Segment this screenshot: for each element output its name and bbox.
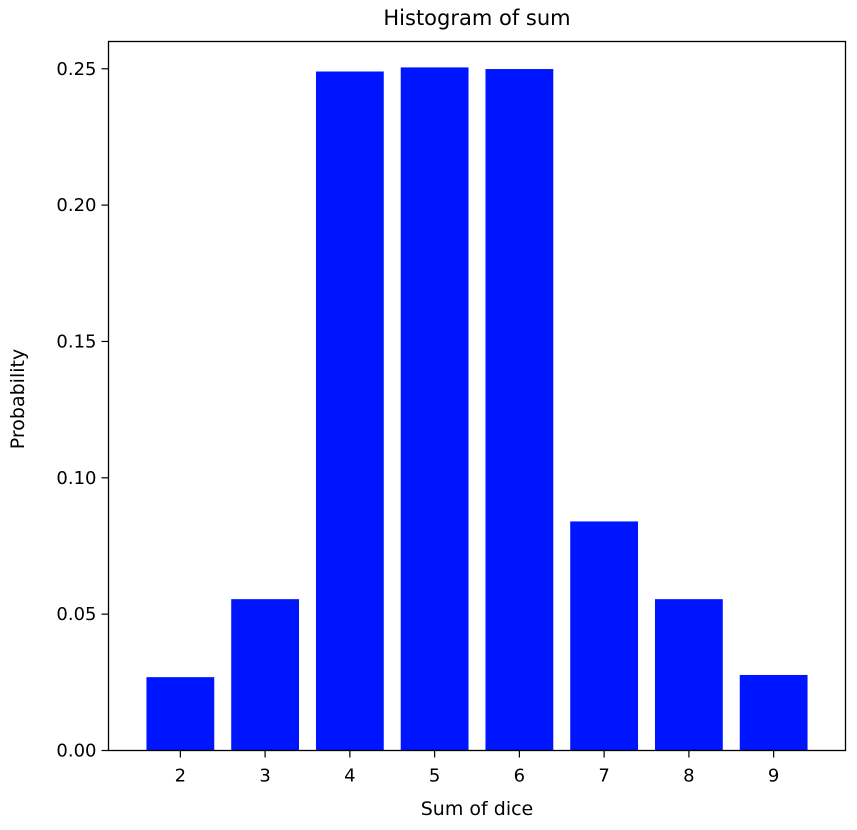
y-tick-label-0.05: 0.05 [56,604,96,625]
bar-8 [654,599,723,751]
x-tick-label-3: 3 [259,766,270,787]
x-tick-label-2: 2 [175,766,186,787]
y-tick-label-0.25: 0.25 [56,59,96,80]
y-tick-label-0.00: 0.00 [56,741,96,762]
bar-4 [315,71,384,751]
x-axis-ticks: 2 3 4 5 6 7 8 9 [175,750,779,787]
x-tick-label-9: 9 [768,766,779,787]
x-tick-label-6: 6 [514,766,525,787]
y-tick-label-0.15: 0.15 [56,331,96,352]
x-tick-label-4: 4 [344,766,355,787]
x-axis-label: Sum of dice [421,798,533,820]
y-tick-label-0.10: 0.10 [56,468,96,489]
bars-layer [146,67,808,751]
bar-9 [739,674,808,751]
y-tick-label-0.20: 0.20 [56,195,96,216]
x-tick-label-5: 5 [429,766,440,787]
bar-2 [146,677,215,751]
y-axis-label: Probability [7,349,29,449]
x-tick-label-7: 7 [598,766,609,787]
bar-5 [400,67,469,751]
y-axis-ticks: 0.00 0.05 0.10 0.15 0.20 0.25 [56,59,109,762]
plot-frame [107,40,847,752]
bar-3 [231,599,300,751]
bar-7 [570,521,639,751]
chart-title: Histogram of sum [383,6,570,30]
x-tick-label-8: 8 [683,766,694,787]
bar-6 [485,69,554,751]
